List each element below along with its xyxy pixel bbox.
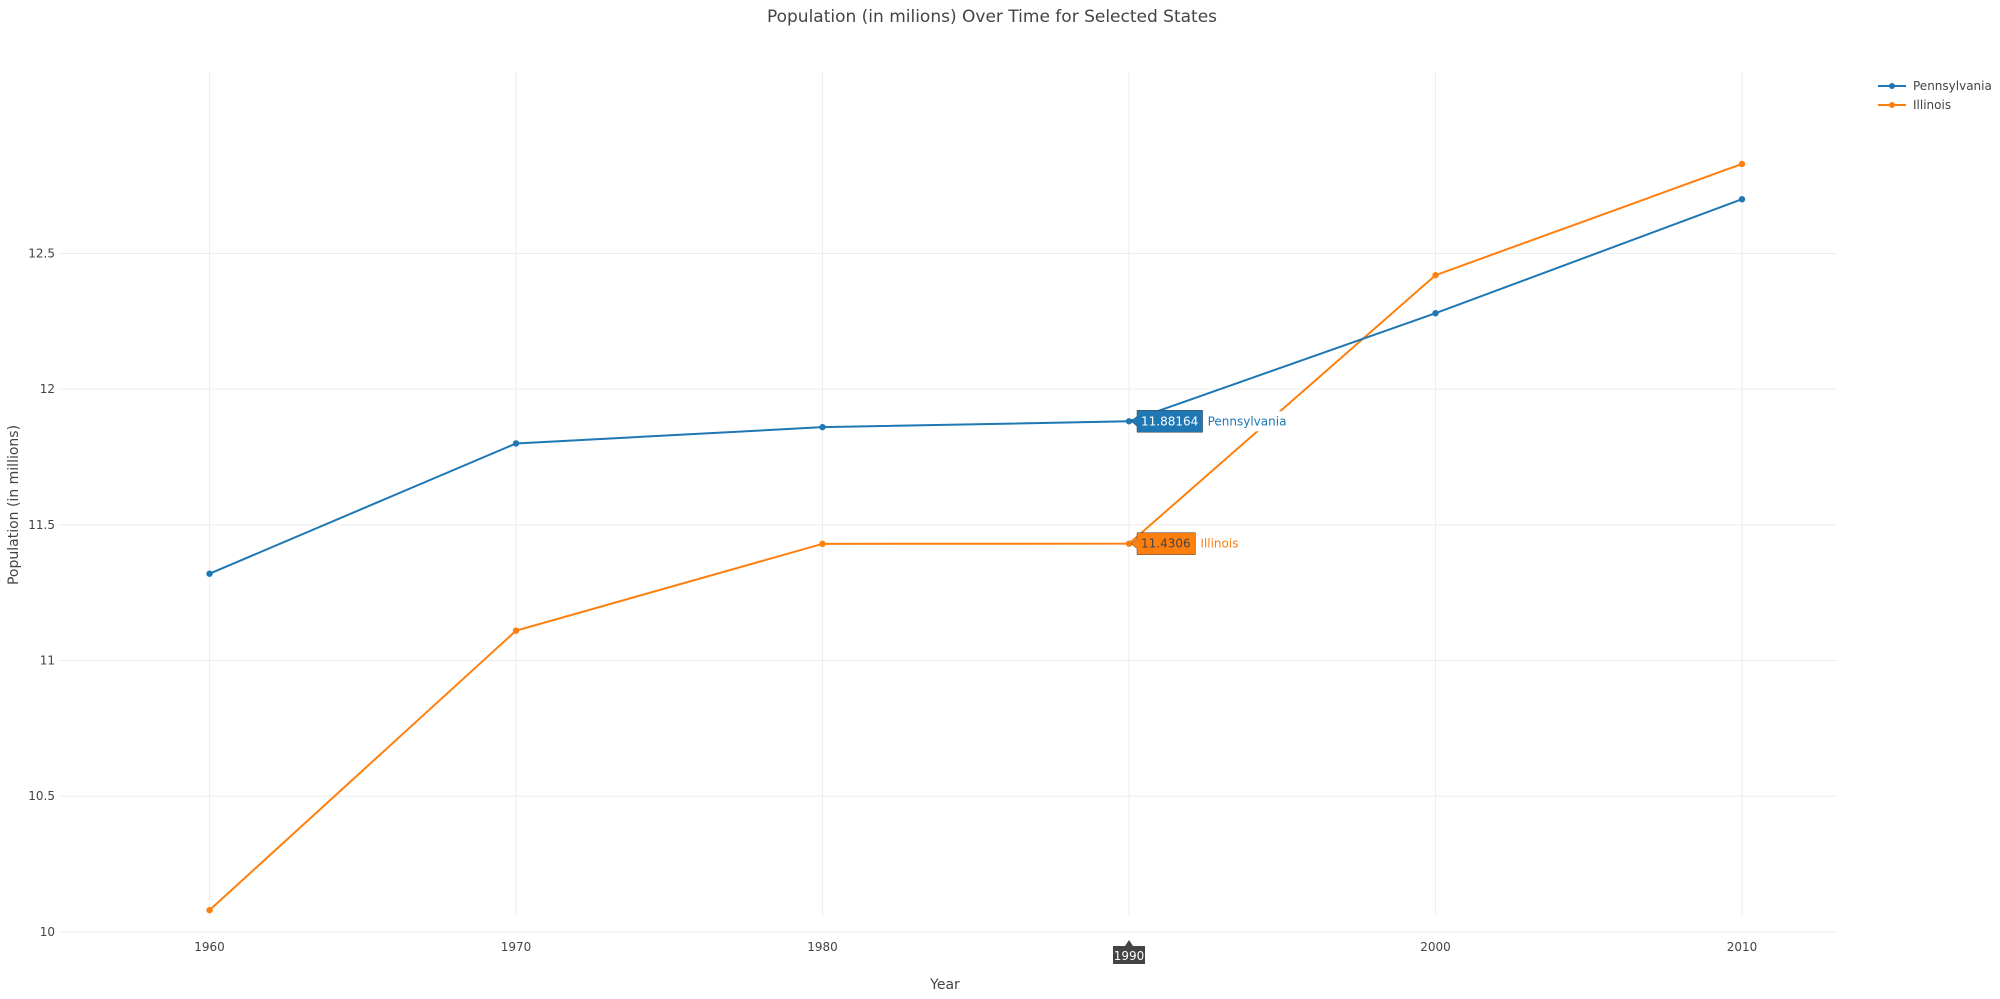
series-lines: [206, 160, 1746, 914]
grid-lines: [58, 72, 1837, 933]
hover-x-label: 1990: [1113, 940, 1146, 964]
data-point[interactable]: [819, 423, 826, 431]
legend-marker: [1889, 102, 1895, 108]
y-axis-title: Population (in millions): [6, 425, 22, 585]
data-point[interactable]: [1125, 540, 1133, 547]
data-point[interactable]: [512, 627, 520, 634]
x-tick-label: 2000: [1420, 940, 1451, 954]
data-point[interactable]: [512, 440, 520, 447]
hover-name-bg: [1204, 411, 1301, 432]
legend[interactable]: Pennsylvania Illinois: [1878, 79, 1992, 112]
hover-label-illinois: 11.4306 Illinois: [1130, 532, 1264, 555]
hover-value-box: [1130, 410, 1203, 433]
legend-item-illinois[interactable]: Illinois: [1878, 98, 1951, 112]
x-axis-title: Year: [929, 977, 960, 993]
chart-title: Population (in milions) Over Time for Se…: [767, 7, 1217, 27]
series-illinois: [206, 160, 1746, 914]
data-point[interactable]: [206, 906, 213, 914]
legend-marker: [1889, 83, 1895, 89]
y-tick-label: 10: [40, 925, 55, 939]
hover-name-text: Illinois: [1200, 537, 1238, 551]
data-point[interactable]: [819, 540, 826, 548]
hover-name-text: Pennsylvania: [1208, 414, 1287, 428]
data-point[interactable]: [206, 570, 213, 577]
legend-label: Illinois: [1913, 98, 1951, 112]
hover-name-bg: [1197, 533, 1264, 554]
x-tick-label: 1970: [501, 940, 532, 954]
hover-value-text: 11.88164: [1141, 414, 1198, 428]
legend-item-pennsylvania[interactable]: Pennsylvania: [1878, 79, 1992, 93]
data-point[interactable]: [1432, 272, 1439, 279]
data-point[interactable]: [1738, 160, 1746, 168]
data-point[interactable]: [1125, 418, 1133, 425]
hover-value-box: [1130, 532, 1196, 555]
y-tick-label: 12: [40, 382, 55, 396]
x-tick-label: 2010: [1727, 940, 1758, 954]
hover-labels: 1990 11.88164 Pennsylvania 11.4306 Illinois: [1113, 410, 1301, 964]
y-tick-label: 10.5: [28, 789, 55, 803]
legend-label: Pennsylvania: [1913, 79, 1992, 93]
series-pennsylvania: [206, 196, 1746, 577]
hover-value-text: 11.4306: [1141, 537, 1191, 551]
y-tick-label: 12.5: [28, 247, 55, 261]
y-tick-label: 11: [40, 654, 55, 668]
hover-x-text: 1990: [1114, 949, 1145, 963]
x-tick-label: 1980: [807, 940, 838, 954]
data-point[interactable]: [1432, 310, 1439, 317]
series-line: [208, 163, 1743, 911]
x-tick-label: 1960: [194, 940, 225, 954]
hover-x-box: [1113, 940, 1146, 964]
axis-ticks: 1960 1970 1980 2000 2010 10 10.5 11 11.5 12 12.5: [28, 247, 1757, 954]
y-tick-label: 11.5: [28, 518, 55, 532]
data-point[interactable]: [1738, 196, 1746, 203]
series-line: [209, 198, 1743, 575]
hover-label-pennsylvania: 11.88164 Pennsylvania: [1130, 410, 1301, 433]
